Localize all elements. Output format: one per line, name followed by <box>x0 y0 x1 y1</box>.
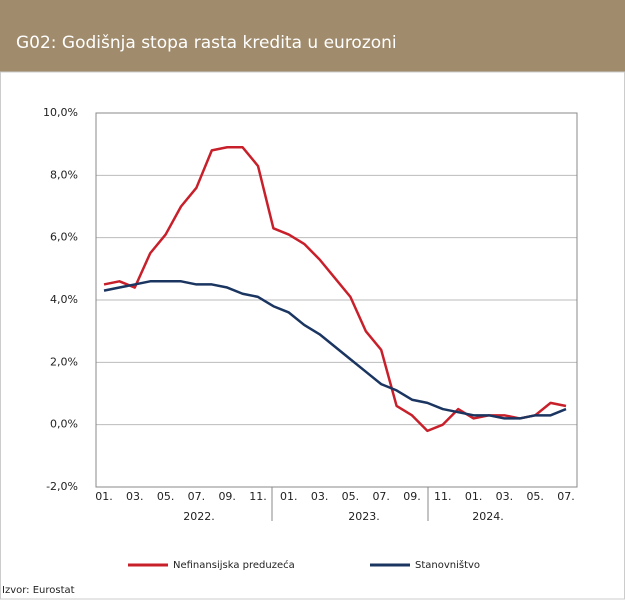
frame <box>0 71 625 600</box>
x-tick-label: 09. <box>218 490 236 503</box>
source: Izvor: Eurostat <box>2 585 75 596</box>
x-tick-label: 03. <box>311 490 329 503</box>
x-tick-label: 01. <box>95 490 113 503</box>
x-group-label: 2023. <box>348 510 380 523</box>
series-line <box>103 280 567 420</box>
x-tick-label: 05. <box>157 490 175 503</box>
x-tick-label: 09. <box>403 490 421 503</box>
x-group-label: 2024. <box>472 510 504 523</box>
series-line <box>103 146 567 433</box>
chart-title: G02: Godišnja stopa rasta kredita u euro… <box>16 33 397 53</box>
legend-label: Nefinansijska preduzeća <box>173 559 295 571</box>
x-tick-label: 11. <box>249 490 267 503</box>
x-tick-label: 01. <box>465 490 483 503</box>
header-band <box>0 0 625 72</box>
x-tick-label: 11. <box>434 490 452 503</box>
x-tick-label: 07. <box>557 490 575 503</box>
x-group-label: 2022. <box>183 510 215 523</box>
legend-label: Stanovništvo <box>415 559 480 571</box>
y-tick-label: 2,0% <box>50 355 78 368</box>
x-tick-label: 07. <box>372 490 390 503</box>
y-tick-label: 0,0% <box>50 418 78 431</box>
y-tick-label: -2,0% <box>46 480 78 493</box>
x-tick-label: 07. <box>188 490 206 503</box>
x-tick-label: 01. <box>280 490 298 503</box>
y-tick-label: 8,0% <box>50 168 78 181</box>
y-tick-label: 4,0% <box>50 293 78 306</box>
y-tick-label: 6,0% <box>50 231 78 244</box>
x-tick-label: 03. <box>496 490 514 503</box>
x-tick-label: 05. <box>526 490 544 503</box>
y-tick-label: 10,0% <box>43 106 78 119</box>
x-tick-label: 03. <box>126 490 144 503</box>
x-tick-label: 05. <box>342 490 360 503</box>
plot-border <box>95 112 578 488</box>
